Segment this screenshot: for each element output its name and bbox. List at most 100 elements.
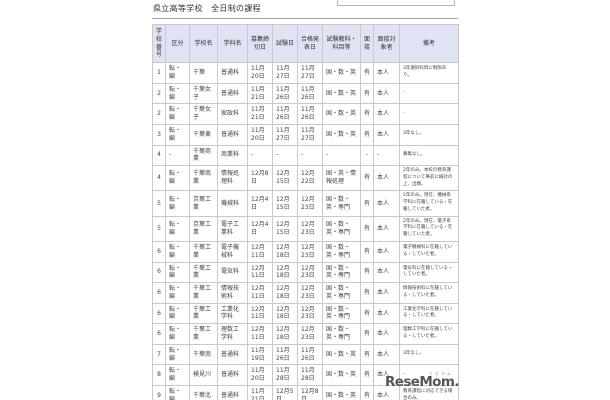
cell-exam-date: 12月15日 xyxy=(272,215,298,242)
cell-department-name: 情報技術科 xyxy=(217,282,248,304)
cell-remarks: - xyxy=(399,82,459,105)
cell-exam-date: 11月26日 xyxy=(272,103,298,125)
cell-school-name: 千葉工業 xyxy=(189,261,218,284)
table-row: 9 転・編 千葉北 普通科 11月21日 12月5日 12月8日 国・数・英有本人 教育課程に対… xyxy=(152,385,459,400)
cell-school-name: 千葉北 xyxy=(189,385,218,400)
cell-exam-date: 11月27日 xyxy=(272,123,298,146)
cell-remarks: 3年なし。 xyxy=(399,123,459,146)
cell-department-name: 普通科 xyxy=(217,343,248,366)
cell-department-name: 電子機械科 xyxy=(217,240,248,263)
table-row: 6 転・編 千葉工業 電子機械科 12月11日 12月18日 12月23日 国・数・英・専門有… xyxy=(152,240,459,263)
cell-interview-target: 本人 xyxy=(373,261,400,284)
cell-category: 転・編 xyxy=(165,343,190,366)
cell-exam-date: 12月18日 xyxy=(272,323,298,345)
cell-interview: 有 xyxy=(360,385,374,400)
cell-interview-target: 本人 xyxy=(373,215,400,242)
cell-interview: 有 xyxy=(360,323,374,345)
cell-department-name: 家政科 xyxy=(217,103,248,125)
cell-result-announcement-date: 12月23日 xyxy=(297,261,323,284)
cell-school-name: 千葉女子 xyxy=(189,103,218,125)
column-header-application-deadline: 募集締切日 xyxy=(247,23,273,64)
cell-school-number: 5 xyxy=(152,190,166,217)
cell-exam-subjects: - xyxy=(322,144,361,167)
cell-result-announcement-date: 12月8日 xyxy=(297,385,323,400)
cell-remarks: 工業化学科に在籍している・していた者。 xyxy=(399,302,459,325)
cell-exam-subjects: 国・数・英・専門 xyxy=(322,302,361,325)
cell-category: 転・編 xyxy=(165,123,190,146)
cell-result-announcement-date: 12月23日 xyxy=(297,323,323,345)
cell-school-number: 6 xyxy=(152,240,166,263)
column-header-interview: 面接 xyxy=(360,23,374,64)
cell-result-announcement-date: 12月23日 xyxy=(297,240,323,263)
cell-exam-date: 11月26日 xyxy=(272,82,298,105)
cell-interview-target: 本人 xyxy=(373,123,400,146)
cell-application-deadline: 12月11日 xyxy=(247,282,273,304)
cell-school-name: 千葉東 xyxy=(189,123,218,146)
cell-application-deadline: 11月21日 xyxy=(247,385,273,400)
cell-exam-subjects: 国・数・英・専門 xyxy=(322,323,361,345)
table-row: 2 転・編 千葉女子 普通科 11月21日 11月26日 11月26日 国・数・英有本人 - xyxy=(152,82,459,105)
column-header-remarks: 備考 xyxy=(399,23,459,64)
cell-interview: 有 xyxy=(360,123,374,146)
cell-result-announcement-date: 11月28日 xyxy=(297,364,323,387)
cell-exam-subjects: 国・数・英 xyxy=(322,62,361,84)
cell-category: 転・編 xyxy=(165,165,190,192)
cell-interview: 有 xyxy=(360,343,374,366)
cell-school-number: 7 xyxy=(152,343,166,366)
cell-school-number: 9 xyxy=(152,385,166,400)
cell-interview-target: 本人 xyxy=(373,343,400,366)
cell-result-announcement-date: 11月27日 xyxy=(297,62,323,84)
cell-exam-subjects: 国・数・英 xyxy=(322,103,361,125)
cell-school-name: 千葉工業 xyxy=(189,323,218,345)
table-row: 3 転・編 千葉東 普通科 11月20日 11月27日 11月27日 国・数・英有本人 3年なし… xyxy=(152,123,459,146)
cell-application-deadline: 11月20日 xyxy=(247,123,273,146)
cell-application-deadline: 12月11日 xyxy=(247,261,273,284)
cell-school-name: 千葉工業 xyxy=(189,302,218,325)
cell-school-name: 京葉工業 xyxy=(189,215,218,242)
cell-school-number: 2 xyxy=(152,103,166,125)
column-header-result-announcement-date: 合格発表日 xyxy=(297,23,323,64)
cell-interview-target: 本人 xyxy=(373,240,400,263)
cell-department-name: 普通科 xyxy=(217,62,248,84)
cell-school-number: 4 xyxy=(152,165,166,192)
cell-interview-target: 本人 xyxy=(373,62,400,84)
cell-application-deadline: 12月11日 xyxy=(247,323,273,345)
cell-result-announcement-date: 12月23日 xyxy=(297,190,323,217)
school-exam-schedule-table: 学校番号 区分 学校名 学科名 募集締切日 試験日 合格発表日 試験教科・科目等 面接 面接対象者… xyxy=(152,23,459,400)
cell-category: 転・編 xyxy=(165,82,190,105)
cell-department-name: 理数工学科 xyxy=(217,323,248,345)
cell-school-name: 京葉工業 xyxy=(189,190,218,217)
cell-result-announcement-date: 11月26日 xyxy=(297,103,323,125)
cell-category: 転・編 xyxy=(165,215,190,242)
table-row: 6 転・編 千葉工業 理数工学科 12月11日 12月18日 12月23日 国・数・英・専門有… xyxy=(152,323,459,345)
column-header-exam-date: 試験日 xyxy=(272,23,298,64)
cell-interview: 有 xyxy=(360,261,374,284)
table-row: 7 転・編 千葉南 普通科 11月19日 11月26日 11月26日 国・数・英有本人 3年なし… xyxy=(152,343,459,366)
cell-school-name: 千葉女子 xyxy=(189,82,218,105)
cell-school-number: 6 xyxy=(152,302,166,325)
cell-exam-date: 12月15日 xyxy=(272,190,298,217)
cell-result-announcement-date: 11月26日 xyxy=(297,82,323,105)
cell-result-announcement-date: 12月23日 xyxy=(297,215,323,242)
cell-category: 転・編 xyxy=(165,190,190,217)
cell-exam-subjects: 国・数・英・専門 xyxy=(322,190,361,217)
cell-school-name: 千葉商業 xyxy=(189,165,218,192)
cell-remarks: 理数工学科に在籍している・していた者。 xyxy=(399,323,459,345)
table-row: 5 転・編 京葉工業 機械科 12月4日 12月15日 12月23日 国・数・英・専門有本人 2… xyxy=(152,190,459,217)
cell-application-deadline: 12月8日 xyxy=(247,165,273,192)
cell-department-name: 普通科 xyxy=(217,82,248,105)
column-header-school-name: 学校名 xyxy=(189,23,218,64)
cell-category: 転・編 xyxy=(165,323,190,345)
cell-interview-target: - xyxy=(373,144,400,167)
cell-remarks: 教育課程に対応できる場合のみ。 xyxy=(399,385,459,400)
cell-interview: 有 xyxy=(360,240,374,263)
cell-exam-subjects: 国・数・英 xyxy=(322,82,361,105)
cell-interview: 有 xyxy=(360,282,374,304)
table-row: 6 転・編 千葉工業 電気科 12月11日 12月18日 12月23日 国・数・英・専門有本人… xyxy=(152,261,459,284)
cell-application-deadline: 12月11日 xyxy=(247,240,273,263)
column-header-exam-subjects: 試験教科・科目等 xyxy=(322,23,361,64)
cell-application-deadline: 11月21日 xyxy=(247,103,273,125)
cell-interview-target: 本人 xyxy=(373,103,400,125)
cell-school-number: 5 xyxy=(152,215,166,242)
cell-remarks: 2年のみ。現在、機械系学科に在籍している・在籍していた者。 xyxy=(399,190,459,217)
